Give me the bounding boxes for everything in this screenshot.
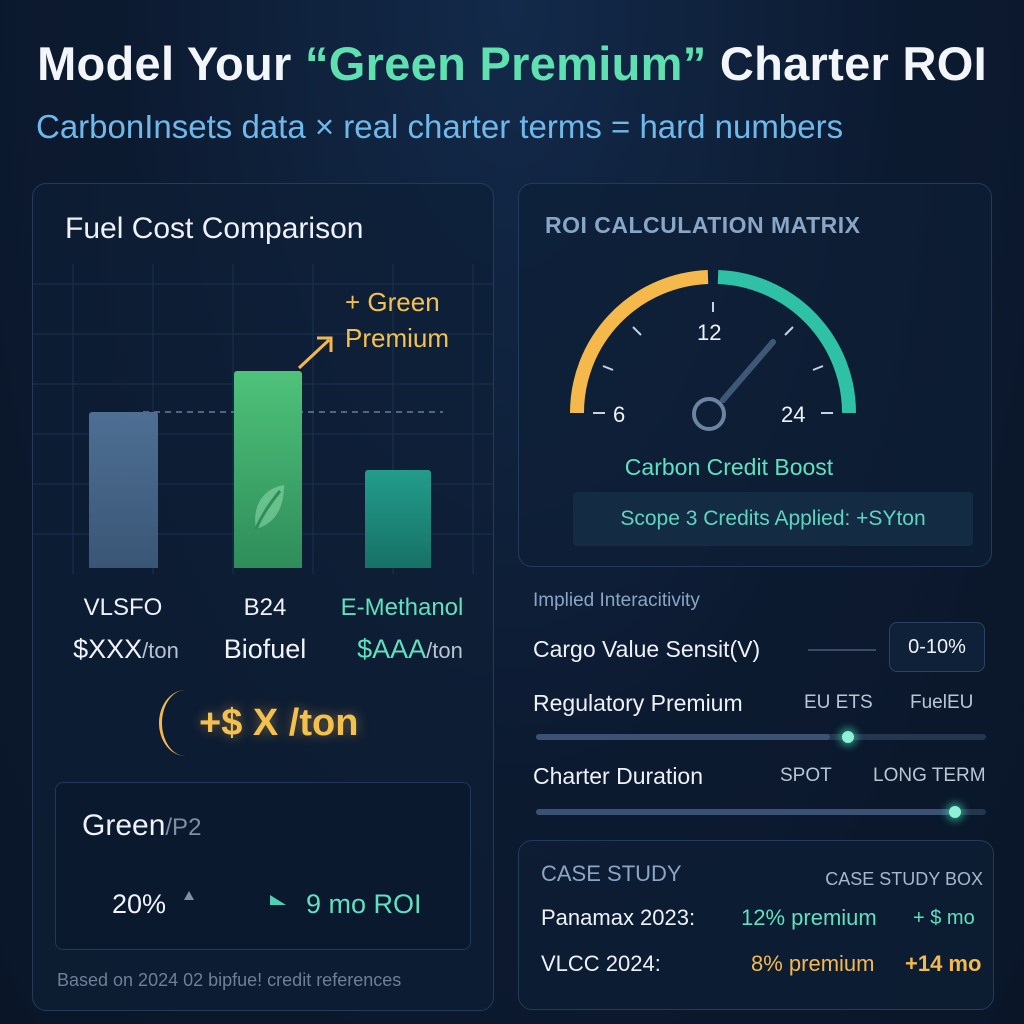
duration-option-long-term[interactable]: LONG TERM	[873, 765, 986, 786]
roi-panel-title: ROI CALCULATION MATRIX	[545, 212, 861, 238]
price-vlsfo: $XXX/ton	[73, 634, 179, 664]
charter-duration-label: Charter Duration	[533, 763, 704, 789]
bar-b24	[234, 371, 302, 568]
gauge-label-mid: 12	[697, 320, 722, 345]
fuel-cost-panel: Fuel Cost Comparison + Green Premium VLS…	[32, 183, 494, 1011]
page-title: Model Your “Green Premium” Charter ROI	[37, 37, 987, 90]
case-study-tag: CASE STUDY BOX	[825, 869, 983, 889]
regulatory-slider-knob[interactable]	[842, 731, 854, 743]
gauge-label-max: 24	[781, 402, 806, 427]
regulatory-option-eu-ets[interactable]: EU ETS	[804, 692, 873, 713]
arrow-up-right-icon	[297, 336, 333, 370]
regulatory-slider-fill	[536, 734, 830, 740]
price-b24: Biofuel	[223, 634, 307, 664]
triangle-up-icon	[184, 891, 194, 900]
gauge-hub	[692, 397, 726, 431]
gauge-label-min: 6	[613, 402, 626, 427]
carbon-credit-boost-label: Carbon Credit Boost	[624, 454, 834, 480]
footnote: Based on 2024 02 bipfue! credit referenc…	[57, 970, 402, 990]
leaf-icon	[254, 485, 284, 530]
cargo-range-field[interactable]: 0-10%	[889, 622, 985, 672]
price-e-methanol: $AAA/ton	[357, 634, 463, 664]
bar-e-methanol	[365, 470, 431, 568]
green-premium-delta: +$ X /ton	[199, 702, 359, 744]
duration-slider-knob[interactable]	[949, 806, 961, 818]
case-row-payback-2: +14 mo	[905, 951, 982, 976]
roi-gauge	[570, 270, 856, 431]
fuel-panel-title: Fuel Cost Comparison	[65, 212, 364, 245]
case-row-premium-2: 8% premium	[751, 951, 875, 976]
bar-vlsfo	[89, 412, 158, 568]
case-row-premium-1: 12% premium	[741, 905, 877, 930]
scope3-credits-badge: Scope 3 Credits Applied: +SYton	[573, 492, 973, 546]
summary-roi: 9 mo ROI	[306, 889, 422, 919]
bracket-icon	[159, 690, 212, 756]
category-vlsfo: VLSFO	[83, 594, 163, 621]
cargo-value-label: Cargo Value Sensit(V)	[533, 636, 761, 662]
summary-label: Green/P2	[82, 809, 202, 842]
regulatory-option-fueleu[interactable]: FuelEU	[910, 692, 974, 713]
summary-percent: 20%	[112, 889, 167, 919]
page-subtitle: CarbonInsets data × real charter terms =…	[36, 108, 844, 145]
roi-matrix-panel: ROI CALCULATION MATRIX 12 6 24 Carbon Cr…	[518, 183, 992, 567]
case-row-payback-1: + $ mo	[913, 907, 975, 929]
duration-slider-fill	[536, 809, 950, 815]
cargo-value-line	[808, 649, 876, 651]
gauge-needle	[720, 339, 776, 403]
triangle-trend-icon	[270, 895, 286, 905]
category-b24: B24	[243, 594, 287, 621]
green-premium-annotation: + Green Premium	[345, 287, 450, 353]
case-study-title: CASE STUDY	[541, 861, 682, 886]
case-row-vessel-2: VLCC 2024:	[541, 951, 661, 976]
duration-option-spot[interactable]: SPOT	[780, 765, 832, 786]
case-study-panel: CASE STUDY CASE STUDY BOX Panamax 2023: …	[518, 840, 994, 1010]
summary-box: Green/P2 20% 9 mo ROI	[55, 782, 471, 950]
case-row-vessel-1: Panamax 2023:	[541, 905, 696, 930]
regulatory-premium-label: Regulatory Premium	[533, 690, 743, 716]
controls-heading: Implied Interacitivity	[533, 590, 700, 611]
category-e-methanol: E-Methanol	[340, 594, 464, 621]
